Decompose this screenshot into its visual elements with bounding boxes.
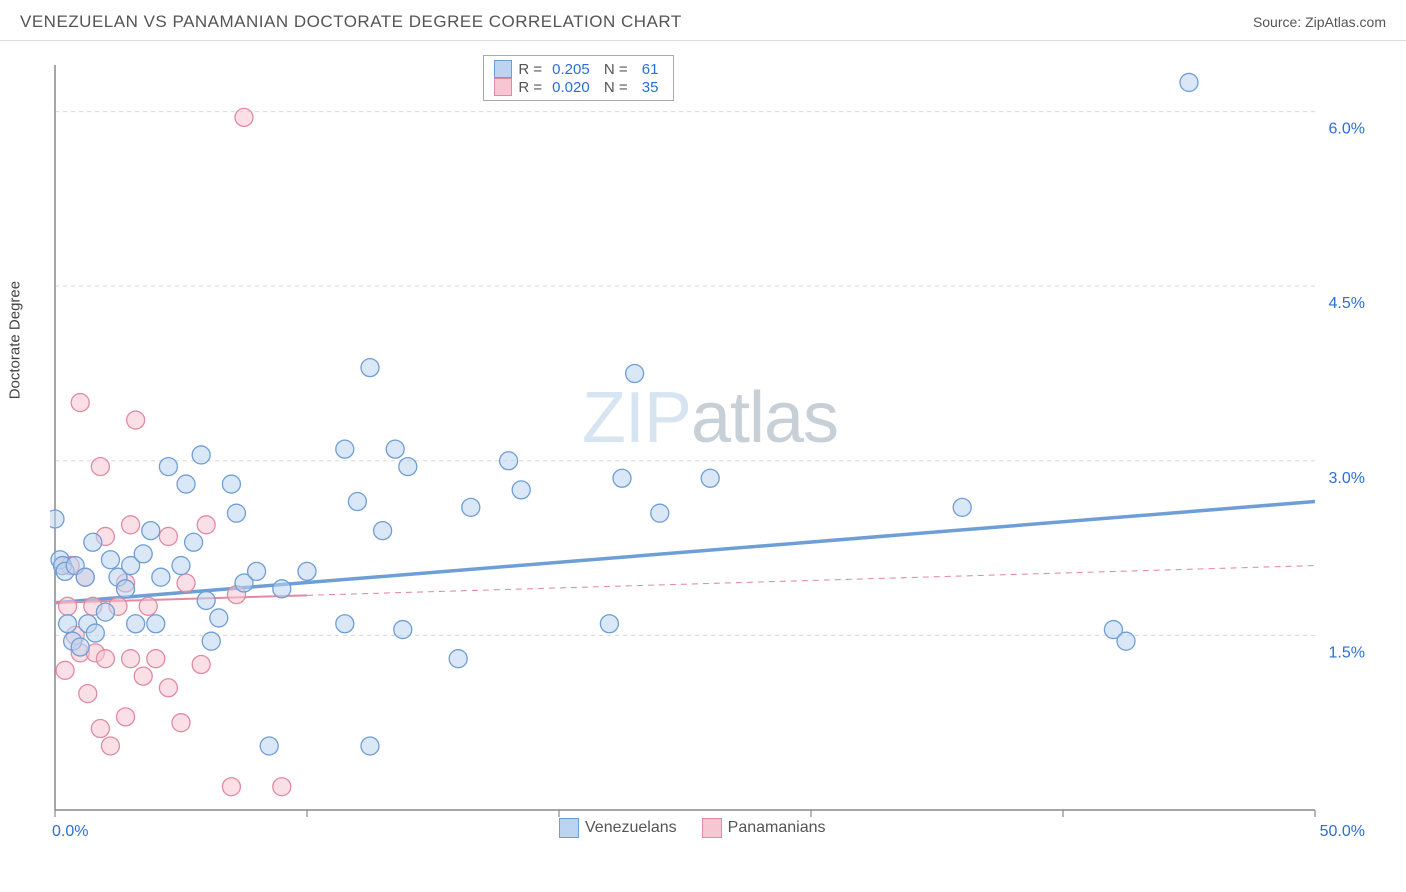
series-legend-item: Panamanians — [702, 818, 826, 838]
stats-legend-row: R =0.205 N = 61 — [494, 60, 662, 78]
svg-text:4.5%: 4.5% — [1329, 295, 1365, 312]
header: VENEZUELAN VS PANAMANIAN DOCTORATE DEGRE… — [0, 0, 1406, 41]
legend-swatch — [559, 818, 579, 838]
legend-swatch — [494, 60, 512, 78]
chart-area: Doctorate Degree ZIPatlas 1.5%3.0%4.5%6.… — [50, 55, 1370, 845]
source-attribution: Source: ZipAtlas.com — [1253, 14, 1386, 30]
stats-legend-row: R =0.020 N = 35 — [494, 78, 662, 96]
svg-text:0.0%: 0.0% — [52, 823, 88, 840]
legend-swatch — [494, 78, 512, 96]
stats-legend: R =0.205 N = 61R =0.020 N = 35 — [483, 55, 673, 101]
chart-title: VENEZUELAN VS PANAMANIAN DOCTORATE DEGRE… — [20, 12, 682, 32]
scatter-plot: 1.5% 3.0% 4.5% 6.0% 0.0% 50.0% — [50, 55, 1370, 845]
series-legend: Venezuelans Panamanians — [559, 818, 825, 838]
svg-text:50.0%: 50.0% — [1320, 823, 1365, 840]
y-axis-label: Doctorate Degree — [7, 281, 24, 399]
series-legend-item: Venezuelans — [559, 818, 677, 838]
svg-text:1.5%: 1.5% — [1329, 644, 1365, 661]
legend-swatch — [702, 818, 722, 838]
svg-text:3.0%: 3.0% — [1329, 470, 1365, 487]
svg-text:6.0%: 6.0% — [1329, 121, 1365, 138]
